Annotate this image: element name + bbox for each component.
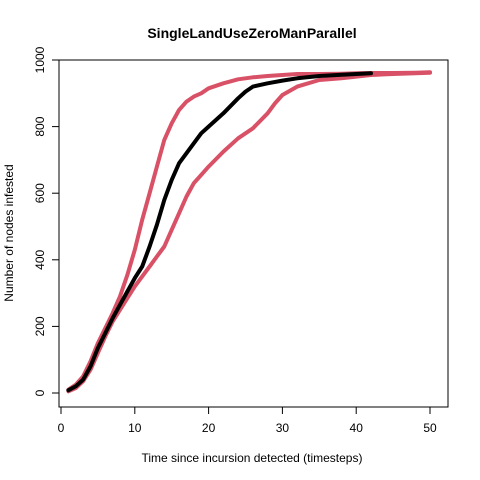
x-tick-label: 0 — [58, 421, 65, 435]
series-line-1 — [66, 70, 432, 392]
y-tick-label: 400 — [33, 249, 47, 269]
x-tick-label: 30 — [276, 421, 290, 435]
series-line-3 — [66, 71, 373, 393]
x-tick-label: 40 — [350, 421, 364, 435]
y-tick-label: 1000 — [33, 46, 47, 73]
x-tick-label: 20 — [202, 421, 216, 435]
y-tick-label: 800 — [33, 116, 47, 136]
y-tick-label: 200 — [33, 316, 47, 336]
y-axis-label: Number of nodes infested — [2, 164, 16, 301]
y-tick-label: 600 — [33, 183, 47, 203]
x-axis-label: Time since incursion detected (timesteps… — [142, 451, 363, 465]
x-tick-label: 10 — [128, 421, 142, 435]
y-axis: 0 200 400 600 800 1000 — [33, 46, 60, 396]
x-axis: 0 10 20 30 40 50 — [58, 406, 437, 435]
x-tick-label: 50 — [423, 421, 437, 435]
series-line-2 — [66, 70, 432, 394]
series-layer — [66, 70, 432, 394]
y-tick-label: 0 — [33, 389, 47, 396]
plot-area-frame — [58, 59, 449, 408]
chart-title: SingleLandUseZeroManParallel — [147, 25, 356, 41]
